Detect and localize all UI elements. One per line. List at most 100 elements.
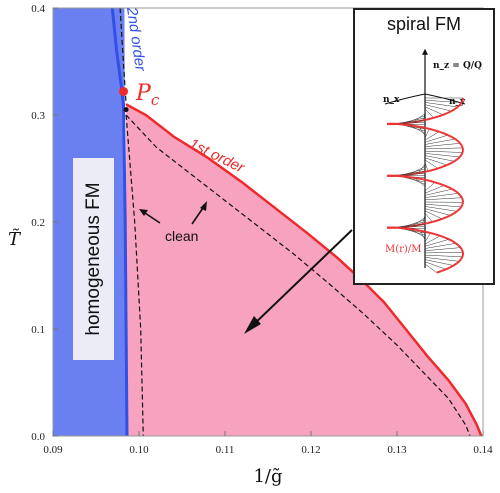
y-axis-label: T̃ — [8, 228, 22, 250]
helix-segment — [461, 202, 464, 205]
y-tick-label: 0.2 — [31, 217, 45, 229]
helix-segment — [453, 210, 458, 215]
helix-segment — [435, 233, 441, 237]
spin-vector — [424, 254, 463, 258]
helix-segment — [427, 168, 434, 173]
x-tick-label: 0.14 — [473, 444, 493, 456]
spin-vector — [424, 182, 436, 192]
helix-segment — [457, 140, 461, 145]
helix-segment — [452, 240, 457, 245]
spin-vector — [424, 162, 429, 172]
spin-vector — [424, 206, 458, 212]
helix-segment — [413, 120, 419, 124]
helix-segment — [459, 194, 463, 199]
spin-vector — [424, 150, 463, 153]
homogeneous-fm-label: homogeneous FM — [83, 182, 104, 336]
helix-segment — [414, 176, 420, 180]
spin-vector — [424, 102, 458, 108]
helix-segment — [436, 217, 443, 222]
helix-segment — [436, 270, 442, 274]
helix-segment — [453, 262, 458, 267]
helix-segment — [429, 179, 436, 184]
helix-segment — [446, 162, 452, 167]
helix-segment — [456, 208, 461, 213]
helix-segment — [445, 266, 451, 271]
helix-segment — [434, 181, 440, 185]
helix-segment — [458, 154, 463, 158]
spin-vector — [424, 259, 454, 266]
spin-vector — [424, 257, 460, 262]
helix-segment — [415, 228, 421, 232]
ny-label: n_y — [449, 97, 466, 107]
magnetization-label: M(r)/M — [385, 244, 421, 255]
helix-segment — [457, 104, 461, 108]
spiral-illustration: n_z = Q/Q n_x n_y M(r)/M — [383, 48, 482, 274]
critical-point-label: Pc — [135, 81, 160, 109]
helix-segment — [445, 214, 451, 219]
helix-segment — [432, 219, 438, 223]
spin-vector — [424, 128, 430, 138]
spin-vector — [424, 247, 461, 251]
spin-vector — [418, 126, 426, 136]
helix-segment — [443, 132, 449, 137]
spin-vector — [424, 239, 450, 247]
spin-vector — [424, 155, 455, 162]
helix-segment — [430, 232, 436, 236]
y-tick-label: 0.3 — [31, 110, 45, 122]
helix-segment — [409, 124, 415, 127]
helix-segment — [459, 102, 463, 106]
helix-segment — [447, 110, 452, 114]
helix-segment — [429, 127, 435, 132]
spin-vector — [424, 157, 447, 166]
second-order-line — [110, 7, 129, 437]
helix-segment — [425, 230, 431, 234]
helix-segment — [456, 156, 461, 160]
spin-vector — [424, 104, 452, 112]
helix-segment — [451, 136, 456, 140]
helix-segment — [412, 224, 418, 227]
helix-segment — [404, 123, 410, 127]
x-tick-label: 0.13 — [387, 444, 407, 456]
spiral-helix — [386, 97, 464, 274]
helix-segment — [442, 112, 448, 116]
spin-vector — [424, 235, 441, 245]
x-axis-label: 1/g̃ — [253, 466, 282, 487]
helix-segment — [451, 188, 457, 192]
helix-segment — [449, 264, 455, 269]
helix-segment — [459, 247, 463, 251]
y-axis-ticks: 0.0 0.1 0.2 0.3 0.4 — [31, 3, 58, 443]
helix-segment — [460, 152, 464, 156]
helix-segment — [428, 116, 434, 121]
spin-vector — [424, 138, 456, 145]
helix-segment — [439, 234, 446, 239]
helix-segment — [423, 126, 430, 130]
x-tick-label: 0.10 — [129, 444, 149, 456]
x-tick-label: 0.09 — [43, 444, 63, 456]
helix-segment — [438, 113, 444, 118]
spin-vector — [424, 134, 449, 143]
spin-vector — [424, 263, 437, 273]
homogeneous-fm-label-box — [73, 158, 114, 360]
helix-segment — [450, 160, 455, 165]
x-tick-label: 0.12 — [301, 444, 320, 456]
helix-segment — [460, 204, 464, 208]
helix-segment — [461, 254, 464, 258]
spin-vector — [424, 210, 443, 220]
x-tick-label: 0.11 — [216, 444, 235, 456]
inset-arrow-head — [244, 316, 261, 334]
spin-vector — [424, 185, 445, 194]
spin-vector — [424, 212, 433, 223]
spin-vector — [422, 215, 426, 225]
helix-segment — [460, 99, 464, 104]
helix-segment — [408, 121, 414, 124]
helix-segment — [454, 138, 459, 142]
helix-segment — [433, 115, 439, 119]
helix-segment — [450, 108, 456, 112]
helix-segment — [438, 130, 445, 135]
helix-segment — [457, 192, 462, 197]
spin-vector — [424, 261, 446, 270]
tricritical-point-marker — [123, 107, 129, 113]
spin-vector — [424, 99, 462, 103]
spin-vector — [420, 230, 426, 240]
